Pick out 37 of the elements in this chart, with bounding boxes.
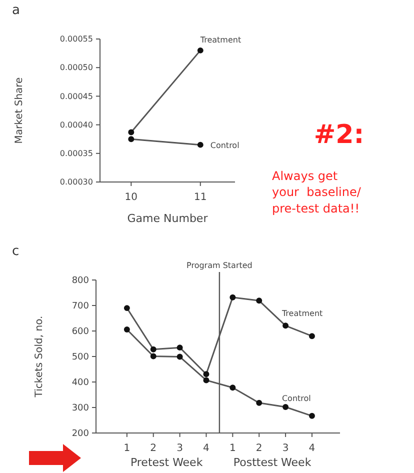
y-tick-label: 400 — [72, 378, 90, 388]
y-tick-label: 0.00035 — [60, 148, 93, 158]
y-axis-title: Tickets Sold, no. — [34, 316, 45, 398]
x-tick-label: 1 — [229, 443, 236, 454]
y-tick-label: 0.00040 — [60, 120, 93, 130]
text: Program Started — [186, 261, 252, 270]
y-axis-title: Market Share — [14, 77, 25, 144]
y-tick-label: 800 — [72, 276, 90, 286]
series-label: Treatment — [280, 309, 323, 318]
y-tick-label: 700 — [72, 301, 90, 312]
x-tick-label: 10 — [124, 192, 138, 203]
y-tick-label: 0.00030 — [60, 178, 93, 187]
x-tick-label: 4 — [203, 443, 210, 454]
x-tick-label: 2 — [150, 443, 157, 454]
x-axis-title: Game Number — [127, 212, 208, 225]
text: Posttest Week — [233, 456, 312, 469]
x-tick-label: 2 — [256, 443, 262, 454]
y-tick-label: 0.00055 — [60, 34, 93, 44]
series-label: Control — [210, 140, 240, 150]
series-label: Treatment — [199, 35, 242, 44]
y-tick-label: 0.00050 — [60, 63, 93, 72]
x-tick-label: 3 — [176, 443, 183, 454]
y-tick-label: 0.00045 — [60, 92, 93, 101]
series-label: Control — [282, 394, 311, 403]
x-tick-label: 3 — [282, 443, 289, 454]
text: Always get your baseline/ pre-test data!! — [272, 169, 362, 216]
x-tick-label: 4 — [308, 443, 316, 454]
y-tick-label: 500 — [72, 352, 90, 362]
text: #2: — [314, 120, 364, 150]
y-tick-label: 600 — [72, 326, 90, 337]
text: a — [12, 3, 20, 18]
x-tick-label: 11 — [194, 192, 207, 203]
x-tick-label: 1 — [124, 443, 130, 454]
text: c — [12, 244, 20, 259]
y-tick-label: 300 — [72, 403, 90, 414]
text: Pretest Week — [130, 456, 204, 469]
y-tick-label: 200 — [72, 428, 90, 439]
